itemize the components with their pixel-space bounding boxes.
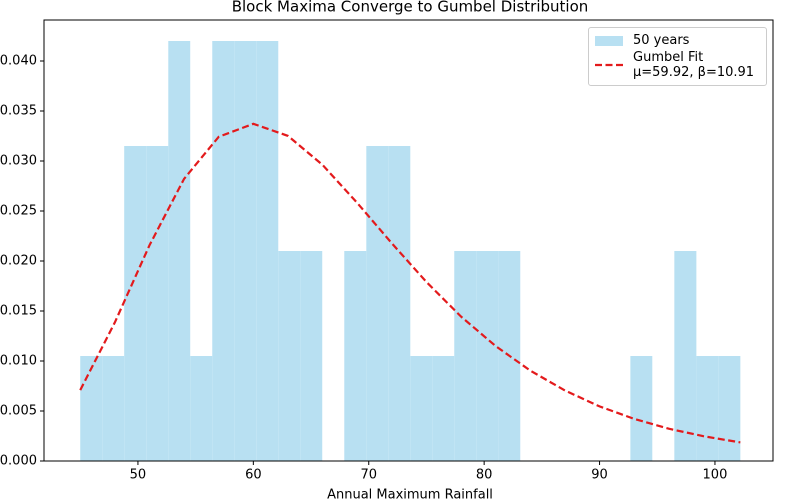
y-tick-label: 0.025 [0, 204, 37, 219]
histogram-bar [454, 251, 477, 461]
histogram-bar [300, 251, 323, 461]
x-tick-label: 90 [591, 468, 608, 483]
y-tick-label: 0.015 [0, 304, 37, 319]
y-tick-label: 0.035 [0, 104, 37, 119]
legend-label: Gumbel Fit μ=59.92, β=10.91 [633, 50, 755, 80]
legend-entry: 50 years [589, 33, 766, 48]
histogram-bar [630, 356, 653, 461]
x-tick-label: 100 [703, 468, 728, 483]
y-tick-label: 0.040 [0, 54, 37, 69]
histogram-bar [256, 41, 279, 461]
histogram-bar [80, 356, 103, 461]
x-tick-label: 60 [245, 468, 262, 483]
legend-entry: Gumbel Fit μ=59.92, β=10.91 [589, 50, 766, 80]
y-tick-label: 0.010 [0, 354, 37, 369]
histogram-bar [124, 146, 147, 461]
histogram-bar [168, 41, 191, 461]
histogram-bar [410, 356, 433, 461]
histogram-bar [476, 251, 499, 461]
x-tick-label: 70 [360, 468, 377, 483]
y-tick-label: 0.030 [0, 154, 37, 169]
histogram-bar [234, 41, 257, 461]
histogram-bar [432, 356, 455, 461]
histogram-bar [718, 356, 741, 461]
x-tick-label: 50 [130, 468, 147, 483]
plot-frame [43, 19, 774, 462]
y-tick-label: 0.005 [0, 404, 37, 419]
x-axis-label: Annual Maximum Rainfall [327, 488, 493, 501]
histogram-bar [278, 251, 301, 461]
y-tick-label: 0.000 [0, 454, 37, 469]
histogram-bar [696, 356, 719, 461]
legend-swatch [595, 35, 623, 46]
histogram-bar [102, 356, 125, 461]
histogram-bar [388, 146, 411, 461]
legend-patch [595, 35, 623, 46]
histogram-bar [146, 146, 169, 461]
legend: 50 years Gumbel Fit μ=59.92, β=10.91 [588, 27, 767, 86]
legend-swatch [595, 63, 623, 67]
fit-line [79, 122, 741, 444]
histogram-bar [366, 146, 389, 461]
histogram-bar [212, 41, 235, 461]
histogram-bar [674, 251, 697, 461]
histogram-bar [190, 356, 213, 461]
legend-label: 50 years [633, 33, 690, 48]
x-tick-label: 80 [476, 468, 493, 483]
chart-title: Block Maxima Converge to Gumbel Distribu… [232, 0, 589, 16]
histogram-bar [344, 251, 367, 461]
y-tick-label: 0.020 [0, 254, 37, 269]
